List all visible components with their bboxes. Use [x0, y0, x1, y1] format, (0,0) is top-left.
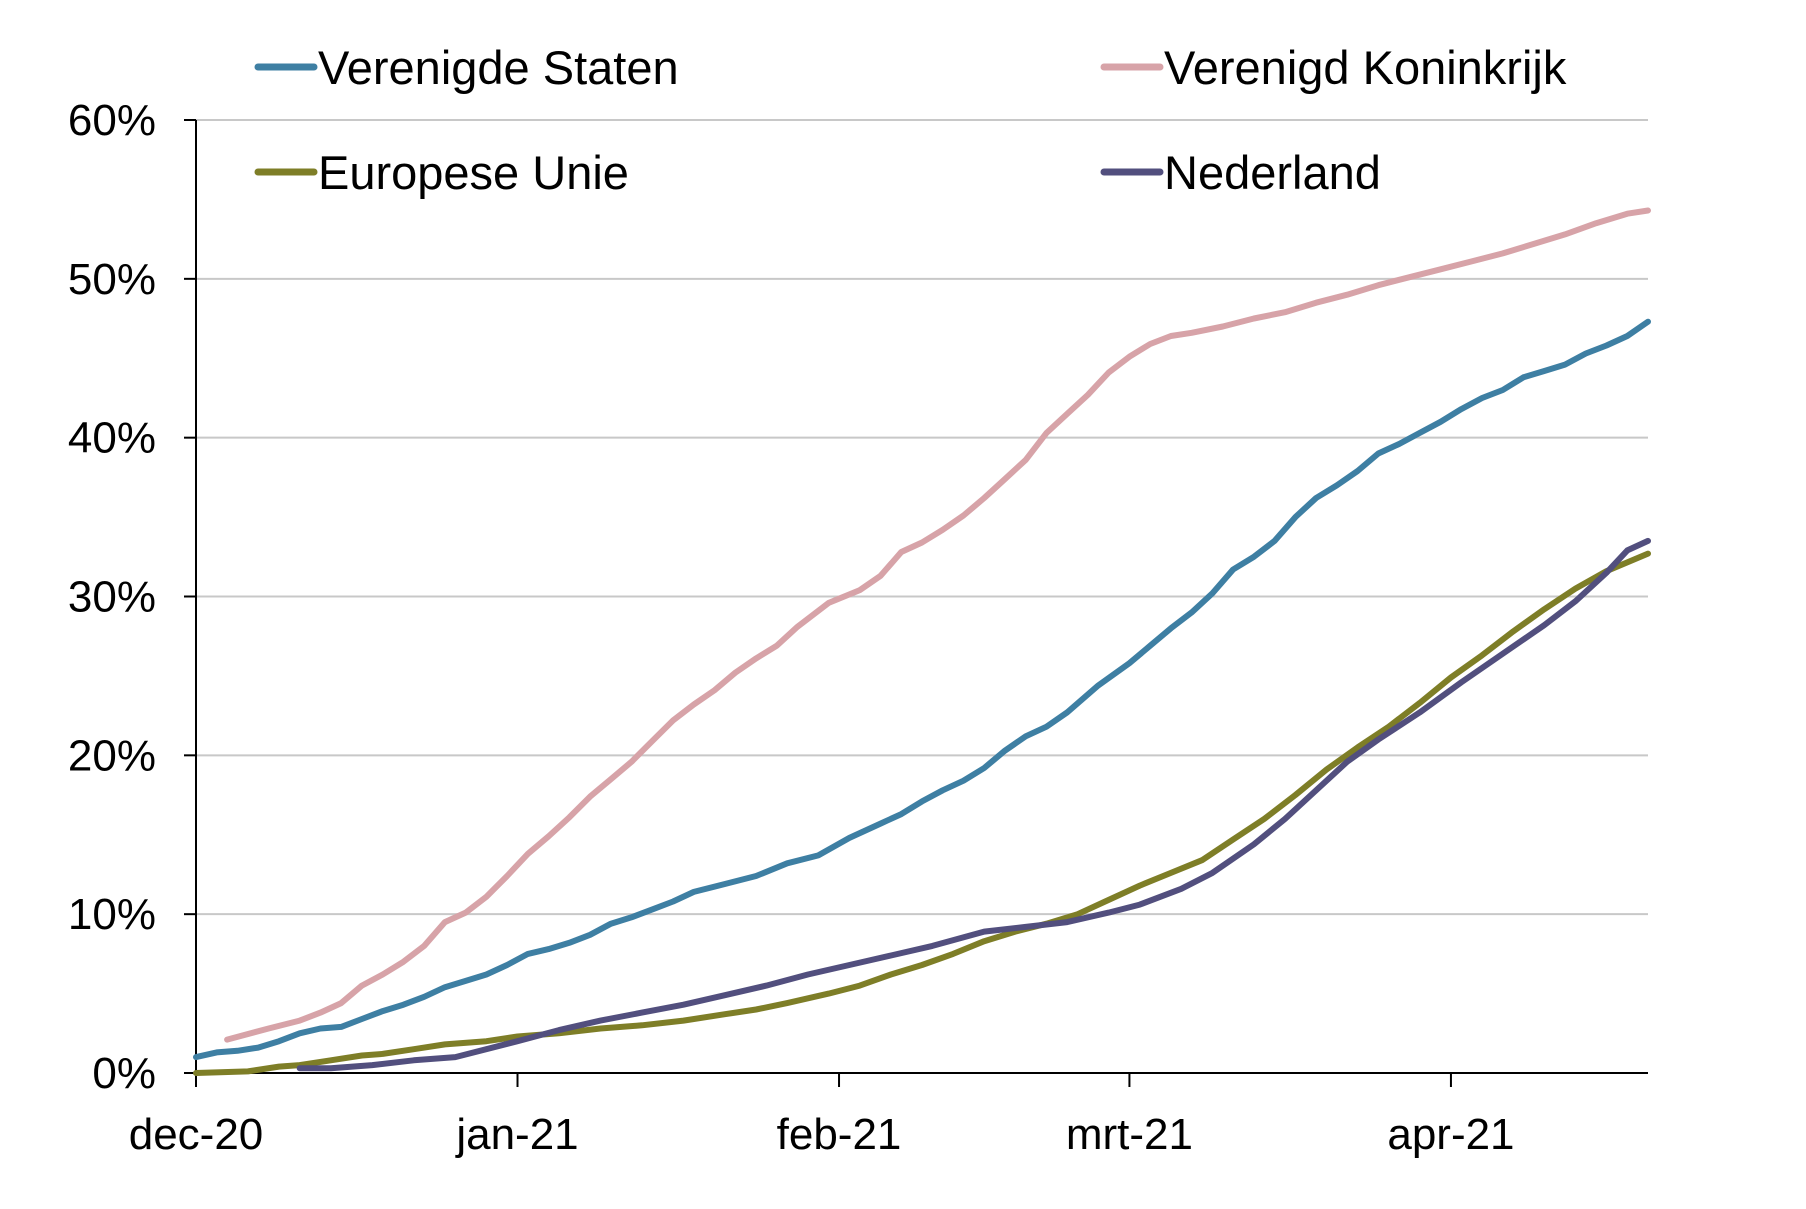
legend-label-verenigde-staten: Verenigde Staten: [318, 41, 679, 94]
axes: 0% 10% 20% 30% 40% 50% 60% dec-20 jan-21 feb-21 mr…: [68, 96, 1648, 1159]
x-tick-label: mrt-21: [1066, 1110, 1193, 1159]
legend-label-europese-unie: Europese Unie: [318, 146, 629, 199]
series-line-verenigd-koninkrijk: [224, 207, 1651, 1043]
legend-label-nederland: Nederland: [1164, 146, 1381, 199]
legend: Verenigde Staten Verenigd Koninkrijk Europ…: [254, 41, 1567, 199]
series-line-verenigde-staten: [193, 318, 1651, 1061]
y-tick-label: 40%: [68, 414, 156, 463]
x-tick-label: apr-21: [1387, 1110, 1514, 1159]
series-line-nederland: [296, 537, 1651, 1072]
series-line-europese-unie: [193, 550, 1651, 1076]
y-tick-label: 30%: [68, 573, 156, 622]
y-tick-label: 60%: [68, 96, 156, 145]
y-tick-label: 20%: [68, 731, 156, 780]
gridlines: [196, 119, 1648, 916]
y-tick-label: 50%: [68, 255, 156, 304]
x-tick-label: jan-21: [454, 1110, 578, 1159]
y-tick-label: 0%: [92, 1049, 156, 1098]
x-tick-label: feb-21: [777, 1110, 902, 1159]
y-tick-label: 10%: [68, 890, 156, 939]
series-lines: [193, 207, 1651, 1076]
x-tick-label: dec-20: [129, 1110, 264, 1159]
legend-label-verenigd-koninkrijk: Verenigd Koninkrijk: [1164, 41, 1567, 94]
